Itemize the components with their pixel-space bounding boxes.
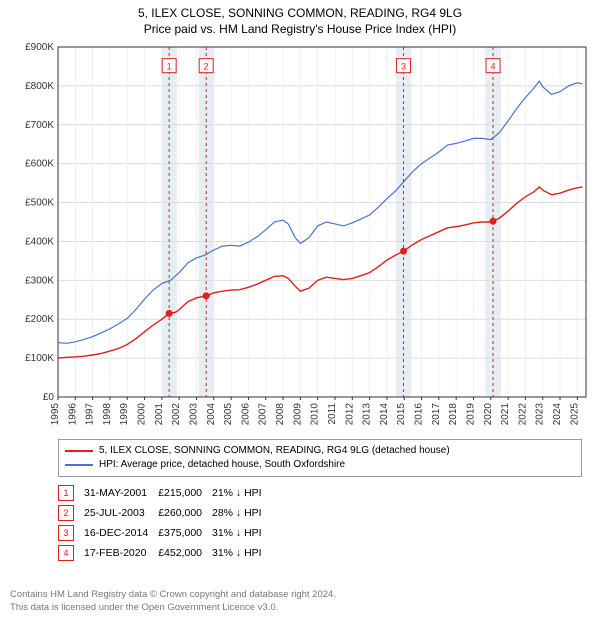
sale-price: £375,000 xyxy=(158,523,212,543)
svg-text:1997: 1997 xyxy=(85,403,96,426)
footer-line-1: Contains HM Land Registry data © Crown c… xyxy=(10,589,336,601)
svg-text:2015: 2015 xyxy=(396,403,407,426)
svg-text:2005: 2005 xyxy=(223,403,234,426)
table-row: 4 17-FEB-2020£452,00031% ↓ HPI xyxy=(58,543,272,563)
legend-swatch-hpi xyxy=(65,464,93,466)
svg-text:£400K: £400K xyxy=(25,237,54,248)
title-line-1: 5, ILEX CLOSE, SONNING COMMON, READING, … xyxy=(8,6,592,22)
svg-text:2010: 2010 xyxy=(310,403,321,426)
svg-text:2007: 2007 xyxy=(258,403,269,426)
table-row: 1 31-MAY-2001£215,00021% ↓ HPI xyxy=(58,483,272,503)
legend: 5, ILEX CLOSE, SONNING COMMON, READING, … xyxy=(58,439,582,477)
svg-text:2017: 2017 xyxy=(431,403,442,426)
svg-text:2002: 2002 xyxy=(171,403,182,426)
legend-label-property: 5, ILEX CLOSE, SONNING COMMON, READING, … xyxy=(99,444,450,458)
sales-table: 1 31-MAY-2001£215,00021% ↓ HPI 2 25-JUL-200… xyxy=(58,483,272,563)
svg-text:2006: 2006 xyxy=(240,403,251,426)
sale-delta: 28% ↓ HPI xyxy=(212,503,272,523)
svg-text:2024: 2024 xyxy=(552,403,563,426)
svg-text:2022: 2022 xyxy=(517,403,528,426)
legend-label-hpi: HPI: Average price, detached house, Sout… xyxy=(99,458,345,472)
svg-text:£600K: £600K xyxy=(25,159,54,170)
svg-text:2023: 2023 xyxy=(535,403,546,426)
svg-text:2019: 2019 xyxy=(465,403,476,426)
svg-text:£0: £0 xyxy=(43,392,55,403)
sale-marker-box: 3 xyxy=(58,525,74,541)
svg-text:4: 4 xyxy=(491,62,496,72)
sale-delta: 31% ↓ HPI xyxy=(212,523,272,543)
svg-text:2016: 2016 xyxy=(414,403,425,426)
svg-text:2012: 2012 xyxy=(344,403,355,426)
chart-svg: £0 £100K £200K £300K £400K £500K £600K £700K £80… xyxy=(8,41,592,431)
svg-text:£500K: £500K xyxy=(25,198,54,209)
legend-row-property: 5, ILEX CLOSE, SONNING COMMON, READING, … xyxy=(65,444,575,458)
svg-text:2000: 2000 xyxy=(137,403,148,426)
sale-marker-box: 1 xyxy=(58,485,74,501)
sale-price: £452,000 xyxy=(158,543,212,563)
svg-text:£300K: £300K xyxy=(25,276,54,287)
svg-text:1998: 1998 xyxy=(102,403,113,426)
svg-text:1996: 1996 xyxy=(67,403,78,426)
sale-marker-box: 2 xyxy=(58,505,74,521)
sale-marker-box: 4 xyxy=(58,545,74,561)
svg-text:2009: 2009 xyxy=(292,403,303,426)
svg-text:2014: 2014 xyxy=(379,403,390,426)
svg-text:£800K: £800K xyxy=(25,81,54,92)
svg-text:2001: 2001 xyxy=(154,403,165,426)
svg-text:3: 3 xyxy=(401,62,406,72)
svg-text:1995: 1995 xyxy=(50,403,61,426)
footer-line-2: This data is licensed under the Open Gov… xyxy=(10,602,336,614)
svg-text:2003: 2003 xyxy=(188,403,199,426)
svg-text:2004: 2004 xyxy=(206,403,217,426)
table-row: 3 16-DEC-2014£375,00031% ↓ HPI xyxy=(58,523,272,543)
legend-swatch-property xyxy=(65,450,93,452)
sale-date: 31-MAY-2001 xyxy=(84,483,158,503)
svg-text:2: 2 xyxy=(204,62,209,72)
svg-text:2011: 2011 xyxy=(327,403,338,425)
sale-date: 17-FEB-2020 xyxy=(84,543,158,563)
svg-text:£200K: £200K xyxy=(25,314,54,325)
sale-date: 25-JUL-2003 xyxy=(84,503,158,523)
chart-title: 5, ILEX CLOSE, SONNING COMMON, READING, … xyxy=(8,6,592,37)
sale-price: £215,000 xyxy=(158,483,212,503)
svg-text:2021: 2021 xyxy=(500,403,511,426)
legend-row-hpi: HPI: Average price, detached house, Sout… xyxy=(65,458,575,472)
svg-text:£700K: £700K xyxy=(25,120,54,131)
svg-text:£900K: £900K xyxy=(25,42,54,53)
svg-text:2008: 2008 xyxy=(275,403,286,426)
sale-delta: 31% ↓ HPI xyxy=(212,543,272,563)
svg-text:1: 1 xyxy=(167,62,172,72)
svg-text:£100K: £100K xyxy=(25,353,54,364)
table-row: 2 25-JUL-2003£260,00028% ↓ HPI xyxy=(58,503,272,523)
svg-text:2013: 2013 xyxy=(362,403,373,426)
sale-delta: 21% ↓ HPI xyxy=(212,483,272,503)
svg-text:1999: 1999 xyxy=(119,403,130,426)
svg-text:2018: 2018 xyxy=(448,403,459,426)
sale-price: £260,000 xyxy=(158,503,212,523)
chart-area: £0 £100K £200K £300K £400K £500K £600K £700K £80… xyxy=(8,41,592,431)
svg-text:2025: 2025 xyxy=(569,403,580,426)
sale-date: 16-DEC-2014 xyxy=(84,523,158,543)
svg-text:2020: 2020 xyxy=(483,403,494,426)
footer-attribution: Contains HM Land Registry data © Crown c… xyxy=(10,589,336,614)
title-line-2: Price paid vs. HM Land Registry's House … xyxy=(8,22,592,38)
